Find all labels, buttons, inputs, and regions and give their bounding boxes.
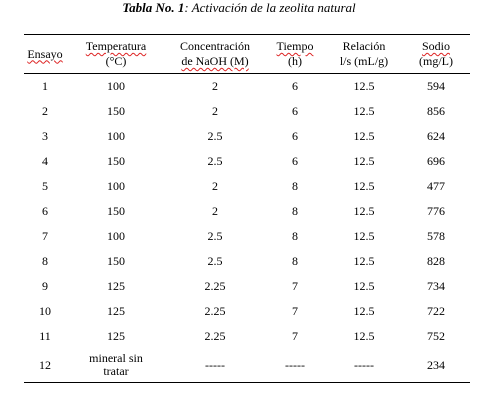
cell-sodio: 477: [427, 178, 445, 193]
caption-text: : Activación de la zeolita natural: [184, 0, 356, 15]
cell-tiempo: 6: [292, 103, 298, 118]
cell-ensayo: 9: [42, 278, 48, 293]
cell-temperatura: 150: [107, 153, 125, 168]
header-relacion: Relación l/s (mL/g): [326, 34, 402, 74]
table-row: 4 150 2.5 6 12.5 696: [24, 149, 470, 174]
cell-concentracion: 2.25: [204, 303, 226, 318]
header-temperatura: Temperatura (°C): [66, 34, 166, 74]
cell-temperatura: 125: [107, 278, 125, 293]
cell-temperatura: 150: [107, 203, 125, 218]
cell-tiempo: 8: [292, 228, 298, 243]
cell-ensayo: 6: [42, 203, 48, 218]
header-ensayo: Ensayo: [24, 34, 66, 74]
header-sodio: Sodio (mg/L): [402, 34, 470, 74]
caption-label: Tabla No. 1: [122, 0, 185, 15]
cell-tiempo: 8: [292, 253, 298, 268]
cell-sodio: 696: [427, 153, 445, 168]
cell-sodio: 734: [427, 278, 445, 293]
cell-ensayo: 11: [39, 328, 51, 343]
table-row: 12 mineral sin tratar ----- ----- ----- 234: [24, 348, 470, 383]
cell-tiempo: 8: [292, 178, 298, 193]
cell-ensayo: 4: [42, 153, 48, 168]
cell-sodio: 234: [402, 348, 470, 383]
cell-temperatura: 100: [107, 178, 125, 193]
cell-temperatura: 125: [107, 303, 125, 318]
cell-tiempo: 7: [292, 303, 298, 318]
cell-ensayo: 2: [42, 103, 48, 118]
cell-concentracion: 2: [212, 78, 218, 93]
cell-ensayo: 1: [42, 78, 48, 93]
cell-ensayo: 8: [42, 253, 48, 268]
table-row: 6 150 2 8 12.5 776: [24, 199, 470, 224]
cell-tiempo: -----: [264, 348, 326, 383]
cell-relacion: 12.5: [353, 103, 375, 118]
cell-relacion: 12.5: [353, 78, 375, 93]
cell-relacion: -----: [326, 348, 402, 383]
cell-sodio: 624: [427, 128, 445, 143]
cell-relacion: 12.5: [353, 228, 375, 243]
header-row: Ensayo Temperatura (°C) Concentración de N…: [24, 34, 470, 74]
cell-relacion: 12.5: [353, 278, 375, 293]
cell-temperatura: 125: [107, 328, 125, 343]
table-row: 9 125 2.25 7 12.5 734: [24, 274, 470, 299]
table-row: 1 100 2 6 12.5 594: [24, 74, 470, 99]
cell-concentracion: 2: [212, 203, 218, 218]
table-row: 5 100 2 8 12.5 477: [24, 174, 470, 199]
cell-sodio: 594: [427, 78, 445, 93]
cell-tiempo: 6: [292, 128, 298, 143]
cell-relacion: 12.5: [353, 303, 375, 318]
cell-concentracion: 2.5: [207, 228, 223, 243]
cell-relacion: 12.5: [353, 253, 375, 268]
cell-sodio: 752: [427, 328, 445, 343]
table-body: 1 100 2 6 12.5 594 2 150 2 6 12.5 856 3 100 2.5 6 12.5 62…: [24, 74, 470, 383]
cell-concentracion: 2.25: [204, 278, 226, 293]
cell-tiempo: 7: [292, 328, 298, 343]
cell-sodio: 776: [427, 203, 445, 218]
cell-concentracion: 2.5: [207, 128, 223, 143]
cell-sodio: 828: [427, 253, 445, 268]
cell-concentracion: 2.5: [207, 153, 223, 168]
cell-temperatura: 150: [107, 103, 125, 118]
cell-concentracion: 2: [212, 103, 218, 118]
table-caption: Tabla No. 1: Activación de la zeolita na…: [0, 0, 478, 16]
cell-tiempo: 6: [292, 153, 298, 168]
table-row: 3 100 2.5 6 12.5 624: [24, 124, 470, 149]
cell-ensayo: 10: [39, 303, 51, 318]
cell-tiempo: 7: [292, 278, 298, 293]
cell-concentracion: 2: [212, 178, 218, 193]
cell-sodio: 578: [427, 228, 445, 243]
results-table: Ensayo Temperatura (°C) Concentración de N…: [24, 34, 470, 383]
cell-sodio: 856: [427, 103, 445, 118]
cell-ensayo: 7: [42, 228, 48, 243]
cell-relacion: 12.5: [353, 128, 375, 143]
table-row: 10 125 2.25 7 12.5 722: [24, 299, 470, 324]
cell-concentracion: 2.5: [207, 253, 223, 268]
cell-tiempo: 8: [292, 203, 298, 218]
header-tiempo: Tiempo (h): [264, 34, 326, 74]
cell-concentracion: 2.25: [204, 328, 226, 343]
cell-relacion: 12.5: [353, 153, 375, 168]
cell-relacion: 12.5: [353, 203, 375, 218]
cell-ensayo: 12: [24, 348, 66, 383]
cell-ensayo: 5: [42, 178, 48, 193]
cell-tiempo: 6: [292, 78, 298, 93]
cell-concentracion: -----: [166, 348, 264, 383]
cell-temperatura: 100: [107, 128, 125, 143]
table-row: 7 100 2.5 8 12.5 578: [24, 224, 470, 249]
cell-relacion: 12.5: [353, 178, 375, 193]
table-row: 8 150 2.5 8 12.5 828: [24, 249, 470, 274]
header-concentracion: Concentración de NaOH (M): [166, 34, 264, 74]
cell-temperatura: 100: [107, 228, 125, 243]
cell-temperatura: 150: [107, 253, 125, 268]
cell-sodio: 722: [427, 303, 445, 318]
cell-relacion: 12.5: [353, 328, 375, 343]
cell-temperatura: mineral sin tratar: [66, 348, 166, 383]
cell-ensayo: 3: [42, 128, 48, 143]
table-row: 11 125 2.25 7 12.5 752: [24, 324, 470, 349]
table-row: 2 150 2 6 12.5 856: [24, 99, 470, 124]
cell-temperatura: 100: [107, 78, 125, 93]
